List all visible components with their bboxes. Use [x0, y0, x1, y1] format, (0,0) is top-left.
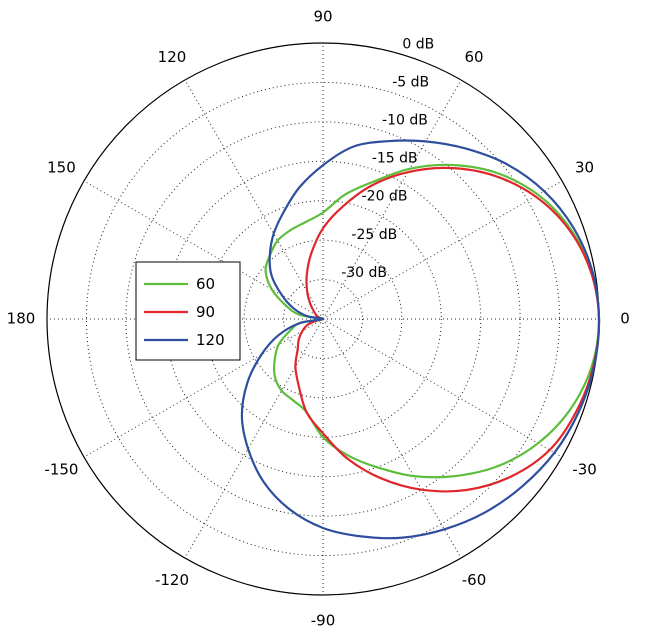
- angle-label-120: 120: [158, 48, 187, 66]
- angle-label--120: -120: [155, 571, 189, 589]
- legend-label-60: 60: [196, 275, 215, 293]
- series-layer: [240, 139, 601, 540]
- tick-labels: 0 30 60 90 120 150 180 -150 -120 -90 -60 -30 0 dB -5 …: [7, 8, 630, 630]
- angle-label-150: 150: [47, 159, 76, 177]
- spoke--60: [322, 318, 462, 559]
- angle-label-0: 0: [620, 310, 630, 328]
- angle-label-90: 90: [313, 8, 332, 26]
- angle-label-60: 60: [464, 48, 483, 66]
- r-label--25: -25 dB: [351, 227, 397, 243]
- legend: 60 90 120: [135, 261, 241, 361]
- legend-label-90: 90: [196, 303, 215, 321]
- r-label--5: -5 dB: [392, 74, 429, 90]
- r-label-0: 0 dB: [402, 36, 434, 52]
- r-label--20: -20 dB: [362, 189, 408, 205]
- legend-label-120: 120: [196, 331, 225, 349]
- ring--5: [85, 81, 561, 557]
- spoke--30: [322, 318, 563, 458]
- spoke-30: [322, 180, 563, 320]
- r-label--10: -10 dB: [382, 113, 428, 129]
- ring--30: [283, 279, 363, 359]
- r-label--30: -30 dB: [341, 265, 387, 281]
- angle-label--60: -60: [462, 571, 487, 589]
- ring--15: [164, 160, 482, 478]
- angle-label-180: 180: [7, 310, 36, 328]
- angle-label-30: 30: [575, 159, 594, 177]
- angle-label--90: -90: [311, 612, 336, 630]
- angle-label--150: -150: [44, 461, 78, 479]
- ring--20: [204, 200, 442, 438]
- r-label--15: -15 dB: [372, 151, 418, 167]
- series-120-line: [240, 139, 601, 540]
- ring--10: [125, 121, 521, 517]
- angle-label--30: -30: [572, 461, 597, 479]
- ring--25: [243, 239, 403, 399]
